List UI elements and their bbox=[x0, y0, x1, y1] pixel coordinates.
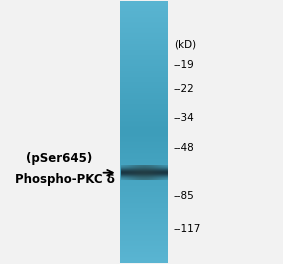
Text: --85: --85 bbox=[174, 191, 195, 201]
Text: --19: --19 bbox=[174, 60, 195, 70]
Text: --117: --117 bbox=[174, 224, 201, 234]
Text: --34: --34 bbox=[174, 112, 195, 122]
Text: Phospho-PKC δ: Phospho-PKC δ bbox=[15, 173, 115, 186]
Text: (kD): (kD) bbox=[174, 39, 196, 49]
Text: (pSer645): (pSer645) bbox=[26, 152, 92, 165]
Text: --48: --48 bbox=[174, 143, 195, 153]
Text: --22: --22 bbox=[174, 84, 195, 94]
